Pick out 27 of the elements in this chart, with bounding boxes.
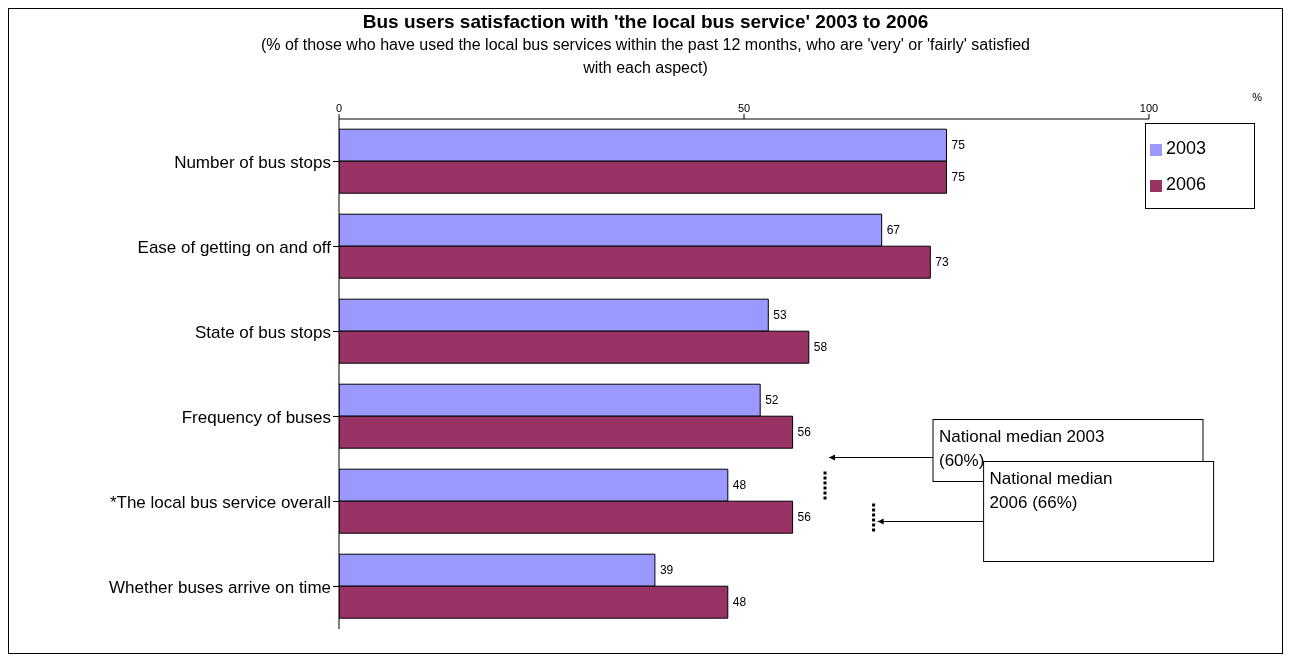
data-label: 56 bbox=[797, 510, 812, 525]
y-tick-label: Ease of getting on and off bbox=[137, 237, 332, 257]
legend-label: 2003 bbox=[1166, 138, 1207, 158]
x-tick-label: 0 bbox=[335, 102, 343, 114]
x-tick-label: 50 bbox=[737, 102, 751, 114]
y-tick-label: Number of bus stops bbox=[174, 152, 331, 172]
chart-title: Bus users satisfaction with 'the local bus service' 2003 to 2006 bbox=[361, 11, 930, 33]
data-label: 56 bbox=[797, 425, 812, 440]
text: % bbox=[1252, 91, 1262, 103]
data-label: 73 bbox=[935, 255, 949, 270]
y-tick-label: State of bus stops bbox=[194, 322, 331, 342]
y-tick-label: Frequency of buses bbox=[181, 407, 331, 427]
data-label: 52 bbox=[765, 393, 779, 408]
data-label: 39 bbox=[659, 563, 674, 578]
data-label: 67 bbox=[886, 223, 901, 238]
y-tick-label: Whether buses arrive on time bbox=[108, 577, 331, 597]
data-label: 75 bbox=[951, 138, 966, 153]
data-label: 58 bbox=[813, 340, 828, 355]
y-tick-label: *The local bus service overall bbox=[109, 492, 331, 512]
callout-box: National median 2006 (66%) bbox=[983, 461, 1215, 562]
chart-subtitle: (% of those who have used the local bus services within the past 12 months, who are 'very' or 'fairly' satisfied with each aspect) bbox=[259, 35, 1031, 78]
data-label: 48 bbox=[732, 595, 747, 610]
x-tick-label: 100 bbox=[1139, 102, 1159, 114]
data-label: 53 bbox=[773, 308, 787, 323]
legend-label: 2006 bbox=[1166, 174, 1207, 194]
data-label: 75 bbox=[951, 170, 966, 185]
data-label: 48 bbox=[732, 478, 747, 493]
